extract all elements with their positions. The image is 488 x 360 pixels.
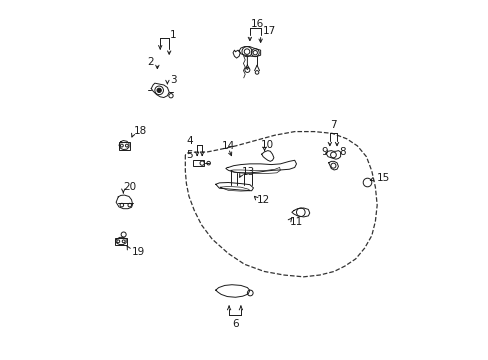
Text: 5: 5 xyxy=(186,150,193,160)
Circle shape xyxy=(157,88,161,93)
Text: 4: 4 xyxy=(186,136,193,146)
Text: 9: 9 xyxy=(321,147,327,157)
Text: 1: 1 xyxy=(169,30,176,40)
Text: 3: 3 xyxy=(169,75,176,85)
Text: 18: 18 xyxy=(134,126,147,135)
Bar xyxy=(115,238,126,244)
Text: 15: 15 xyxy=(376,173,389,183)
Text: 14: 14 xyxy=(222,141,235,151)
Text: 19: 19 xyxy=(131,247,144,257)
Bar xyxy=(193,160,203,166)
Text: 13: 13 xyxy=(241,167,254,177)
Text: 16: 16 xyxy=(250,19,264,29)
Text: 10: 10 xyxy=(261,140,274,150)
Text: 7: 7 xyxy=(329,120,336,130)
Text: 17: 17 xyxy=(262,26,275,36)
Text: 2: 2 xyxy=(147,57,154,67)
Text: 12: 12 xyxy=(257,195,270,206)
Text: 8: 8 xyxy=(338,147,345,157)
Bar xyxy=(119,141,129,149)
Text: 11: 11 xyxy=(289,217,302,227)
Text: 20: 20 xyxy=(123,182,137,192)
Text: 6: 6 xyxy=(231,319,238,329)
